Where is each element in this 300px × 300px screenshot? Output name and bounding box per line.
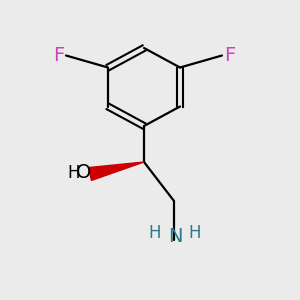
- Text: H: H: [67, 164, 80, 181]
- Text: O: O: [76, 163, 92, 182]
- Text: H: H: [189, 224, 201, 242]
- Text: N: N: [168, 227, 183, 247]
- Text: H: H: [148, 224, 161, 242]
- Text: F: F: [224, 46, 235, 65]
- Polygon shape: [88, 162, 144, 180]
- Text: F: F: [53, 46, 64, 65]
